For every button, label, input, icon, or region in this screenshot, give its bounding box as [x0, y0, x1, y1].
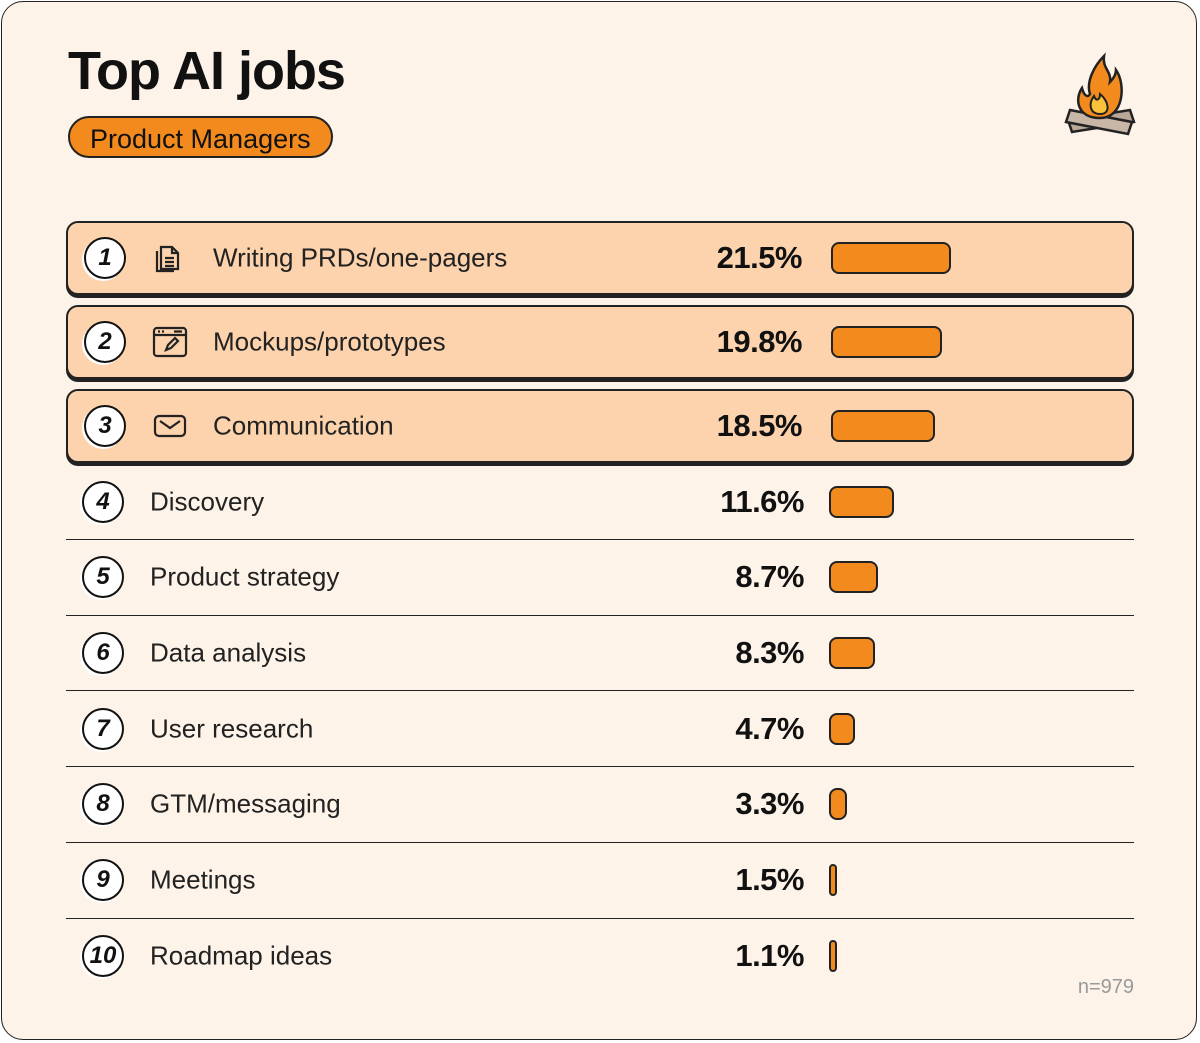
- bar: [829, 864, 838, 896]
- category-label: GTM/messaging: [150, 788, 341, 819]
- value-label: 4.7%: [735, 710, 804, 746]
- category-label: Mockups/prototypes: [213, 326, 446, 357]
- bar: [831, 242, 952, 274]
- value-label: 3.3%: [735, 786, 804, 822]
- campfire-icon: [1064, 52, 1136, 136]
- chart-row: 8 GTM/messaging 3.3%: [66, 767, 1134, 843]
- bar: [829, 485, 894, 518]
- category-label: Roadmap ideas: [150, 940, 333, 971]
- category-label: Writing PRDs/one-pagers: [213, 242, 508, 273]
- value-label: 1.1%: [735, 938, 804, 974]
- chart-row: 9 Meetings 1.5%: [66, 843, 1134, 919]
- rank-badge: 8: [82, 783, 124, 826]
- bar: [829, 788, 848, 821]
- rank-badge: 7: [82, 707, 124, 750]
- rank-badge: 3: [84, 405, 126, 447]
- chart-row: 6 Data analysis 8.3%: [66, 615, 1134, 692]
- category-label: Meetings: [150, 864, 256, 895]
- rank-badge: 4: [82, 480, 124, 523]
- envelope-icon: [152, 409, 188, 443]
- bar: [829, 712, 856, 745]
- rank-badge: 5: [82, 556, 124, 599]
- category-label: Discovery: [150, 486, 265, 516]
- sample-size: n=979: [1077, 976, 1134, 998]
- bar: [831, 410, 935, 442]
- value-label: 21.5%: [716, 240, 803, 275]
- value-label: 19.8%: [716, 324, 803, 359]
- bar: [829, 561, 878, 594]
- rank-badge: 10: [82, 935, 124, 978]
- chart-row: 3 Communication 18.5%: [66, 389, 1134, 463]
- value-label: 8.7%: [735, 559, 804, 595]
- category-label: Product strategy: [150, 561, 340, 592]
- rank-badge: 2: [84, 321, 126, 363]
- value-label: 11.6%: [720, 483, 804, 519]
- browser-edit-icon: [152, 325, 188, 359]
- rank-badge: 1: [84, 237, 126, 279]
- chart-row: 5 Product strategy 8.7%: [66, 540, 1134, 616]
- page-title: Top AI jobs: [68, 41, 346, 101]
- chart-row: 7 User research 4.7%: [66, 691, 1134, 768]
- bar: [829, 636, 876, 669]
- category-label: User research: [150, 713, 314, 744]
- value-label: 18.5%: [716, 408, 803, 443]
- category-label: Data analysis: [150, 637, 307, 668]
- rank-badge: 9: [82, 859, 124, 901]
- category-label: Communication: [213, 410, 394, 441]
- rank-badge: 6: [82, 631, 124, 674]
- role-badge: Product Managers: [68, 116, 333, 158]
- value-label: 1.5%: [735, 862, 804, 897]
- chart-row: 2 Mockups/prototypes 19.8%: [66, 305, 1134, 379]
- chart-row: 10 Roadmap ideas 1.1%: [66, 918, 1134, 994]
- bar: [831, 326, 942, 358]
- chart-row: 1 Writing PRDs/one-pagers 21.5%: [66, 221, 1134, 295]
- document-stack-icon: [152, 241, 188, 275]
- value-label: 8.3%: [735, 634, 804, 670]
- bar: [829, 940, 837, 973]
- chart-row: 4 Discovery 11.6%: [66, 464, 1134, 540]
